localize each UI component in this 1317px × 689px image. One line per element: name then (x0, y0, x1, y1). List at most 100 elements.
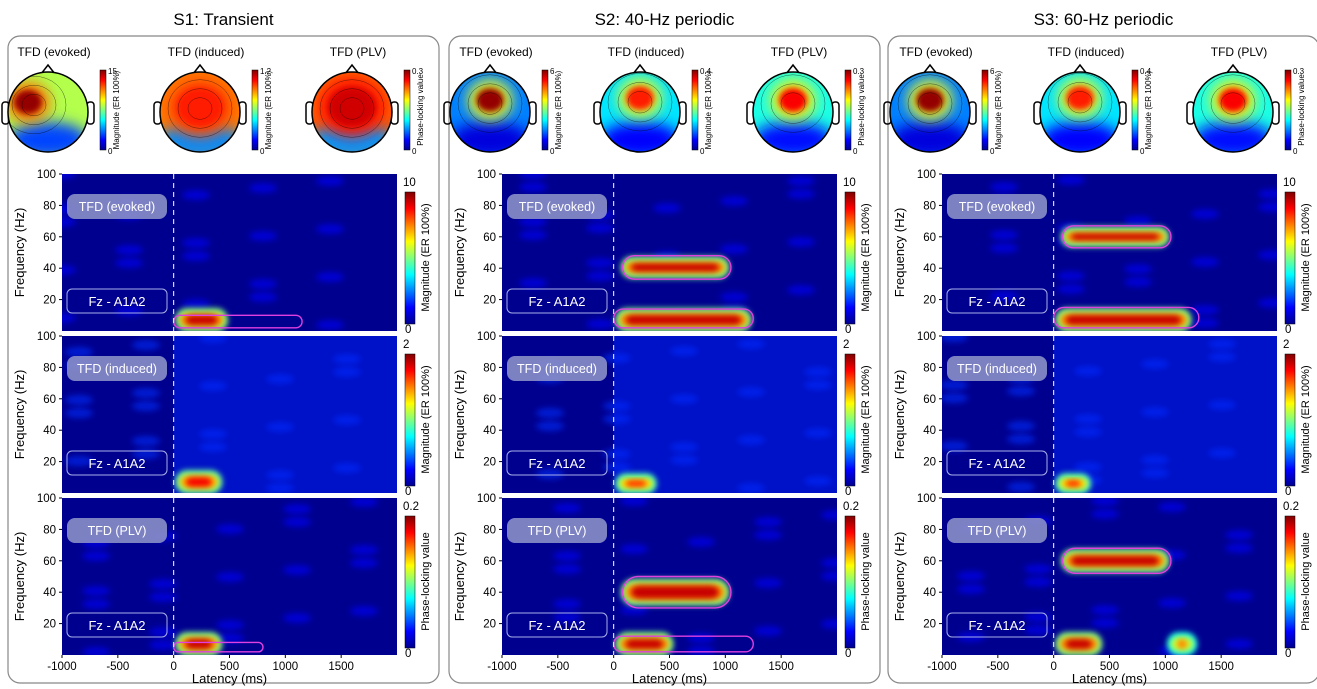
y-tick-label: 20 (923, 295, 936, 307)
heatmap-texture (787, 189, 815, 199)
x-tick-label: -1000 (47, 661, 76, 673)
heatmap-texture (1225, 530, 1253, 540)
y-tick-label: 80 (43, 362, 56, 374)
topomap-surface (160, 72, 240, 152)
heatmap-texture (115, 258, 143, 268)
heatmap-texture (62, 265, 76, 275)
heatmap-blob (630, 585, 720, 599)
heatmap-texture (182, 190, 210, 200)
heatmap-texture (1007, 482, 1035, 492)
significance-contour (1052, 306, 1200, 329)
channel-label: Fz - A1A2 (88, 294, 145, 309)
colorbar-max: 10 (1283, 177, 1296, 189)
y-axis-label: Frequency (Hz) (892, 208, 907, 298)
colorbar-min: 0 (845, 486, 851, 498)
colorbar-label: Magnitude (ER 100%) (420, 203, 432, 311)
topomap-cbar-max: 0.4 (1140, 67, 1152, 76)
head-outline (752, 71, 834, 153)
y-tick-label: 20 (923, 457, 936, 469)
colorbar-max: 0.2 (843, 501, 859, 513)
heatmap-texture (586, 258, 614, 268)
y-tick-label: 80 (923, 362, 936, 374)
pill-label: TFD (evoked) (79, 200, 155, 214)
channel-label: Fz - A1A2 (968, 618, 1025, 633)
heatmap-texture (283, 565, 311, 575)
heatmap-texture (536, 421, 564, 431)
topomap-cbar-label: Magnitude (ER 100%) (994, 70, 1003, 149)
heatmap-texture (65, 456, 93, 466)
heatmap-texture (519, 174, 547, 179)
x-tick-label: 500 (220, 661, 239, 673)
significance-contour (172, 641, 264, 653)
y-tick-label: 80 (43, 524, 56, 536)
heatmap-texture (754, 578, 782, 588)
heatmap-texture (990, 291, 1018, 301)
heatmap-texture (82, 551, 110, 561)
heatmap-texture (1057, 175, 1085, 185)
y-tick-label: 60 (923, 394, 936, 406)
heatmap-texture (82, 586, 110, 596)
colorbar (404, 515, 416, 649)
y-tick-label: 100 (37, 169, 56, 181)
heatmap-texture (754, 626, 782, 636)
heatmap-texture (1225, 591, 1253, 601)
heatmap-blob (1070, 555, 1160, 566)
channel-label: Fz - A1A2 (528, 618, 585, 633)
heatmap-texture (316, 224, 344, 234)
tf-plot-2: TFD (induced)Fz - A1A210080604020Frequen… (892, 331, 1312, 498)
topomap-cbar-min: 0 (853, 147, 858, 156)
y-tick-label: 20 (43, 457, 56, 469)
heatmap-texture (62, 217, 76, 227)
heatmap-texture (990, 230, 1018, 240)
topomap-title: TFD (PLV) (1211, 45, 1267, 59)
pill-background (507, 194, 607, 219)
tf-plot-1: TFD (evoked)Fz - A1A210080604020Frequenc… (12, 169, 432, 336)
pill-background (947, 356, 1047, 381)
heatmap-texture (182, 238, 210, 248)
y-tick-label: 100 (477, 169, 496, 181)
topomap-surface (600, 72, 680, 152)
colorbar-label: Phase-locking value (1300, 532, 1312, 630)
condition-pill: TFD (PLV) (947, 518, 1047, 543)
heatmap-texture (1225, 543, 1253, 553)
pill-background (507, 356, 607, 381)
heatmap-texture (316, 176, 344, 186)
heatmap-texture (1225, 639, 1253, 649)
heatmap-texture (957, 571, 985, 581)
channel-tag: Fz - A1A2 (66, 288, 168, 314)
condition-pill: TFD (induced) (507, 356, 607, 381)
nose (40, 63, 56, 75)
topomap-cbar-label: Magnitude (ER 100%) (1144, 70, 1153, 149)
nose (632, 63, 648, 75)
y-tick-label: 20 (483, 457, 496, 469)
x-tick-label: 500 (660, 661, 679, 673)
heatmap-texture (990, 182, 1018, 192)
topomap-surface (450, 72, 530, 152)
channel-box (506, 288, 608, 314)
topomap-cbar-max: 15 (108, 67, 117, 76)
heatmap-blob (1065, 480, 1082, 487)
heatmap-texture (553, 564, 581, 574)
heatmap-texture (787, 176, 815, 186)
significance-contour (1061, 547, 1172, 575)
pill-label: TFD (induced) (957, 362, 1037, 376)
heatmap-texture (62, 313, 76, 323)
topomap-title: TFD (induced) (608, 45, 685, 59)
heatmap-texture (1258, 298, 1277, 308)
tf-plot-3: TFD (PLV) Fz - A1A2 100 80 60 40 20 Frequency (… (12, 493, 432, 660)
heatmap-texture (653, 203, 681, 213)
heatmap-texture (149, 592, 177, 602)
topomap-cbar-min: 0 (260, 147, 265, 156)
colorbar-max: 10 (403, 177, 416, 189)
pill-background (947, 518, 1047, 543)
y-tick-label: 40 (923, 587, 936, 599)
y-tick-label: 80 (483, 362, 496, 374)
heatmap-texture (586, 271, 614, 281)
channel-box (946, 612, 1048, 638)
heatmap-texture (82, 647, 110, 655)
